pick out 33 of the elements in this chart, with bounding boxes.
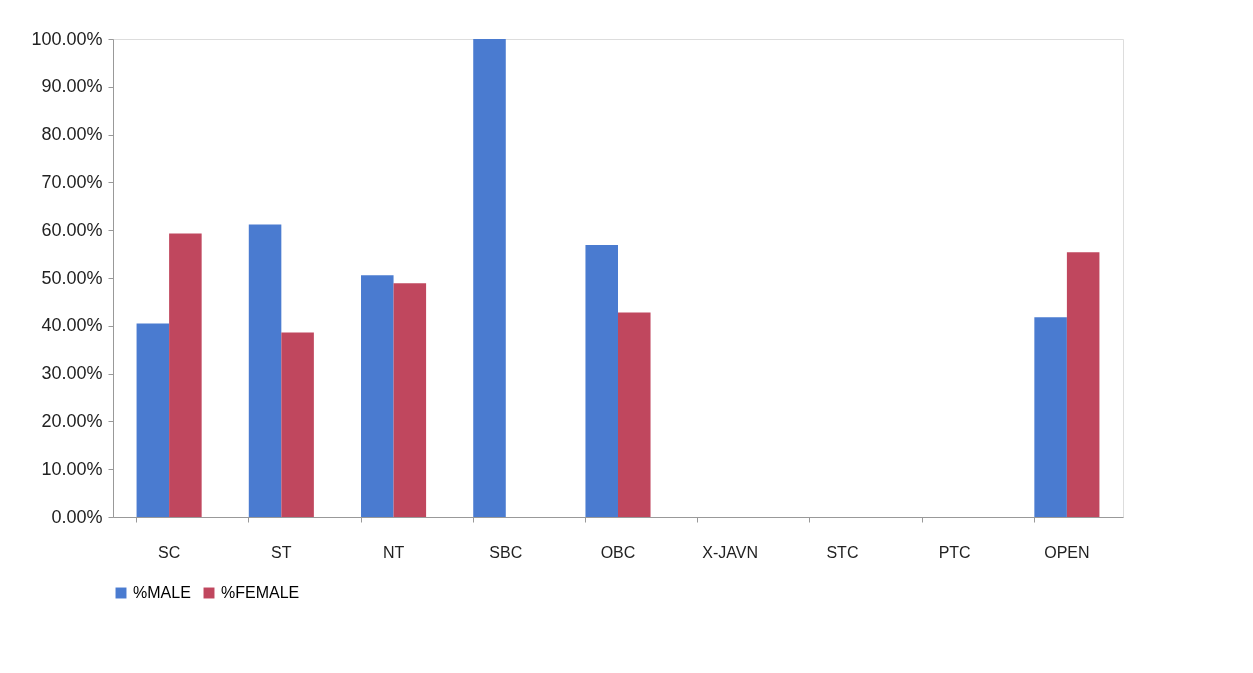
x-tick-label: OBC bbox=[600, 543, 636, 561]
bar bbox=[136, 323, 170, 517]
bar bbox=[618, 312, 651, 517]
x-tick-label: X-JAVN bbox=[702, 543, 759, 561]
bar bbox=[473, 39, 506, 517]
y-tick-label: 40.00% bbox=[41, 315, 103, 336]
y-tick-label: 50.00% bbox=[41, 267, 103, 288]
bar bbox=[281, 332, 314, 517]
y-tick-label: 100.00% bbox=[31, 28, 103, 49]
y-tick-label: 70.00% bbox=[41, 171, 103, 192]
x-tick-label: ST bbox=[271, 543, 292, 561]
y-tick-label: 10.00% bbox=[41, 458, 103, 479]
bar bbox=[361, 275, 394, 517]
x-tick-label: STC bbox=[826, 543, 859, 561]
x-tick-label: SBC bbox=[489, 543, 523, 561]
bar bbox=[1066, 252, 1100, 517]
y-tick-label: 60.00% bbox=[41, 219, 103, 240]
bar bbox=[585, 245, 618, 517]
x-tick-label: SC bbox=[157, 543, 181, 561]
y-tick-label: 90.00% bbox=[41, 76, 103, 97]
y-tick-label: 30.00% bbox=[41, 363, 103, 384]
bar bbox=[393, 283, 427, 517]
x-tick-label: PTC bbox=[938, 543, 971, 561]
x-tick-label: NT bbox=[382, 543, 405, 561]
legend-label: %MALE bbox=[133, 584, 191, 601]
bar bbox=[1034, 317, 1067, 517]
x-tick-label: OPEN bbox=[1044, 543, 1090, 561]
legend-label: %FEMALE bbox=[221, 584, 300, 601]
y-tick-label: 80.00% bbox=[41, 124, 103, 145]
y-tick-label: 20.00% bbox=[41, 410, 103, 431]
bar bbox=[169, 233, 202, 517]
y-tick-label: 0.00% bbox=[51, 506, 103, 527]
bar bbox=[248, 224, 282, 517]
